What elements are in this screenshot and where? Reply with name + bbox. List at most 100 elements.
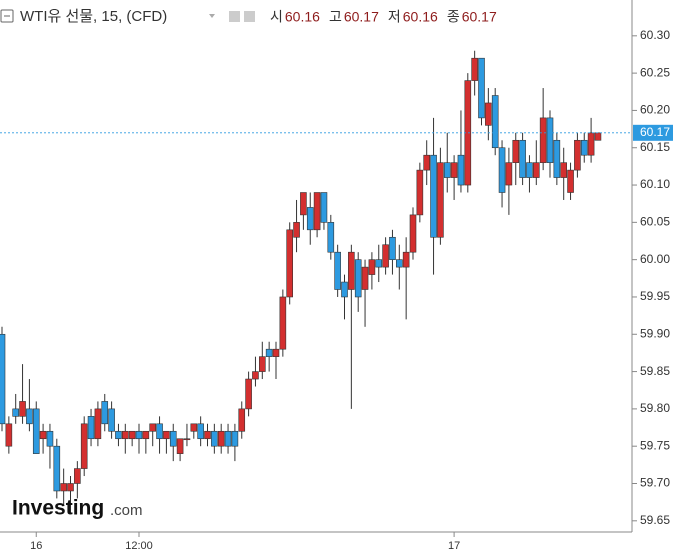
y-tick-label: 60.30 bbox=[640, 28, 670, 42]
candle-body bbox=[334, 251, 341, 290]
candle-body bbox=[505, 162, 513, 186]
candle-body bbox=[313, 192, 321, 231]
candle-body bbox=[128, 430, 136, 440]
candle-body bbox=[94, 408, 102, 440]
candle-body bbox=[217, 430, 225, 447]
candle-body bbox=[539, 117, 547, 163]
candle-body bbox=[354, 259, 362, 298]
last-price-label: 60.17 bbox=[640, 125, 670, 139]
y-tick-label: 59.90 bbox=[640, 326, 670, 340]
candle-body bbox=[163, 430, 170, 440]
ohlc-legend: 시 60.16 고 60.17 저 60.16 종 60.17 bbox=[270, 9, 497, 25]
candle-body bbox=[67, 483, 74, 492]
candle-body bbox=[149, 423, 156, 432]
candle-body bbox=[108, 408, 115, 432]
y-tick-label: 59.85 bbox=[640, 364, 670, 378]
candle-body bbox=[368, 259, 376, 275]
candle-body bbox=[211, 430, 218, 447]
plot-area bbox=[0, 50, 602, 514]
y-tick-label: 60.25 bbox=[640, 65, 670, 79]
ohlc-label: 저 bbox=[388, 9, 401, 25]
header-bg bbox=[0, 4, 545, 32]
candle-body bbox=[306, 207, 314, 231]
candle-body bbox=[53, 445, 61, 492]
candle-body bbox=[156, 423, 163, 440]
candle-body bbox=[341, 281, 348, 298]
candle-body bbox=[416, 169, 424, 216]
candle-body bbox=[0, 333, 6, 425]
candle-body bbox=[252, 371, 259, 380]
candle-body bbox=[176, 438, 184, 454]
candle-body bbox=[423, 154, 431, 171]
candle-body bbox=[320, 192, 328, 223]
candle-body bbox=[437, 162, 444, 238]
candle-body bbox=[32, 408, 40, 454]
candle-body bbox=[293, 222, 300, 238]
ohlc-value: 60.17 bbox=[462, 9, 497, 25]
candle-body bbox=[587, 132, 595, 156]
candle-body bbox=[279, 296, 287, 350]
candle-body bbox=[498, 147, 506, 193]
collapse-icon[interactable] bbox=[0, 9, 14, 23]
candle-body bbox=[567, 169, 574, 193]
candle-body bbox=[512, 139, 520, 163]
settings-icon[interactable] bbox=[229, 11, 240, 22]
candle-body bbox=[122, 430, 129, 440]
x-tick-label: 17 bbox=[448, 540, 460, 552]
candle-body bbox=[560, 162, 568, 178]
y-tick-label: 59.95 bbox=[640, 289, 670, 303]
candle-body bbox=[594, 132, 602, 141]
y-tick-label: 59.80 bbox=[640, 401, 670, 415]
ohlc-label: 고 bbox=[329, 9, 342, 25]
settings-icon[interactable] bbox=[244, 11, 255, 22]
candle-body bbox=[553, 139, 561, 178]
y-tick-label: 59.75 bbox=[640, 438, 670, 452]
x-tick-label: 12:00 bbox=[125, 540, 153, 552]
candle-body bbox=[74, 468, 81, 484]
y-tick-label: 60.10 bbox=[640, 177, 670, 191]
ohlc-value: 60.17 bbox=[344, 9, 379, 25]
ohlc-label: 종 bbox=[447, 9, 460, 25]
candle-body bbox=[245, 378, 252, 410]
candle-body bbox=[12, 408, 19, 417]
candle-body bbox=[395, 259, 403, 268]
candle-body bbox=[231, 430, 239, 447]
chart-title: WTI유 선물, 15, (CFD) bbox=[20, 8, 167, 25]
dropdown-arrow[interactable] bbox=[209, 14, 215, 18]
y-tick-label: 59.65 bbox=[640, 513, 670, 527]
candle-body bbox=[471, 57, 478, 81]
candle-body bbox=[87, 416, 95, 440]
candle-body bbox=[101, 401, 109, 425]
ohlc-label: 시 bbox=[270, 9, 283, 25]
candle-body bbox=[443, 162, 451, 178]
ohlc-value: 60.16 bbox=[403, 9, 438, 25]
candle-body bbox=[532, 162, 540, 178]
candle-body bbox=[190, 423, 198, 432]
candle-body bbox=[115, 430, 122, 440]
candle-body bbox=[327, 222, 335, 253]
candle-body bbox=[348, 251, 355, 290]
ohlc-value: 60.16 bbox=[285, 9, 320, 25]
candle-body bbox=[389, 236, 396, 260]
candle-body bbox=[272, 348, 280, 357]
candle-body bbox=[526, 162, 533, 178]
candle-body bbox=[409, 214, 417, 253]
candle-body bbox=[142, 430, 150, 440]
y-tick-label: 59.70 bbox=[640, 476, 670, 490]
candle-body bbox=[135, 430, 143, 440]
candle-body bbox=[169, 430, 177, 447]
candle-body bbox=[197, 423, 204, 440]
candle-body bbox=[457, 154, 465, 186]
candle-body bbox=[519, 139, 526, 178]
candle-body bbox=[375, 259, 383, 268]
candle-body bbox=[204, 430, 211, 440]
candle-body bbox=[485, 102, 492, 126]
candle-body bbox=[224, 430, 232, 447]
candle-body bbox=[450, 162, 458, 178]
candle-body bbox=[300, 192, 307, 216]
candle-body bbox=[80, 423, 88, 469]
candle-body bbox=[382, 244, 389, 268]
candle-body bbox=[26, 408, 33, 425]
candle-body bbox=[265, 348, 273, 357]
